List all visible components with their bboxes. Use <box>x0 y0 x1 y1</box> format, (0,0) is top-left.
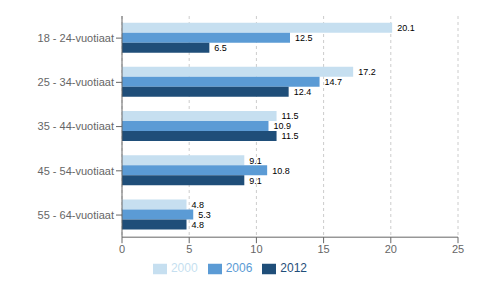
svg-text:17.2: 17.2 <box>358 67 376 77</box>
svg-text:9.1: 9.1 <box>249 176 262 186</box>
svg-text:6.5: 6.5 <box>214 43 227 53</box>
svg-text:20: 20 <box>385 243 397 255</box>
svg-text:55 - 64-vuotiaat: 55 - 64-vuotiaat <box>38 209 114 221</box>
html-text:2006: 2006 <box>225 261 253 276</box>
svg-text:20.1: 20.1 <box>397 23 415 33</box>
svg-text:45 - 54-vuotiaat: 45 - 54-vuotiaat <box>38 165 114 177</box>
svg-text:5.3: 5.3 <box>198 210 211 220</box>
svg-text:11.5: 11.5 <box>282 131 299 141</box>
svg-text:5: 5 <box>186 243 192 255</box>
html-text:2000: 2000 <box>170 261 198 276</box>
svg-text:25: 25 <box>452 243 464 255</box>
html-text:2012: 2012 <box>280 261 307 276</box>
svg-text:12.4: 12.4 <box>294 87 312 97</box>
svg-text:11.5: 11.5 <box>282 111 299 121</box>
svg-text:12.5: 12.5 <box>295 33 313 43</box>
svg-text:4.8: 4.8 <box>192 220 205 230</box>
svg-text:18 - 24-vuotiaat: 18 - 24-vuotiaat <box>38 32 114 44</box>
svg-text:14.7: 14.7 <box>325 77 343 87</box>
svg-text:35 - 44-vuotiaat: 35 - 44-vuotiaat <box>38 120 114 132</box>
svg-text:0: 0 <box>119 243 125 255</box>
svg-text:10: 10 <box>250 243 262 255</box>
svg-text:10.9: 10.9 <box>273 121 291 131</box>
svg-text:15: 15 <box>317 243 329 255</box>
svg-text:25 - 34-vuotiaat: 25 - 34-vuotiaat <box>38 76 114 88</box>
svg-text:4.8: 4.8 <box>192 200 205 210</box>
svg-text:10.8: 10.8 <box>272 166 290 176</box>
svg-text:9.1: 9.1 <box>249 156 262 166</box>
